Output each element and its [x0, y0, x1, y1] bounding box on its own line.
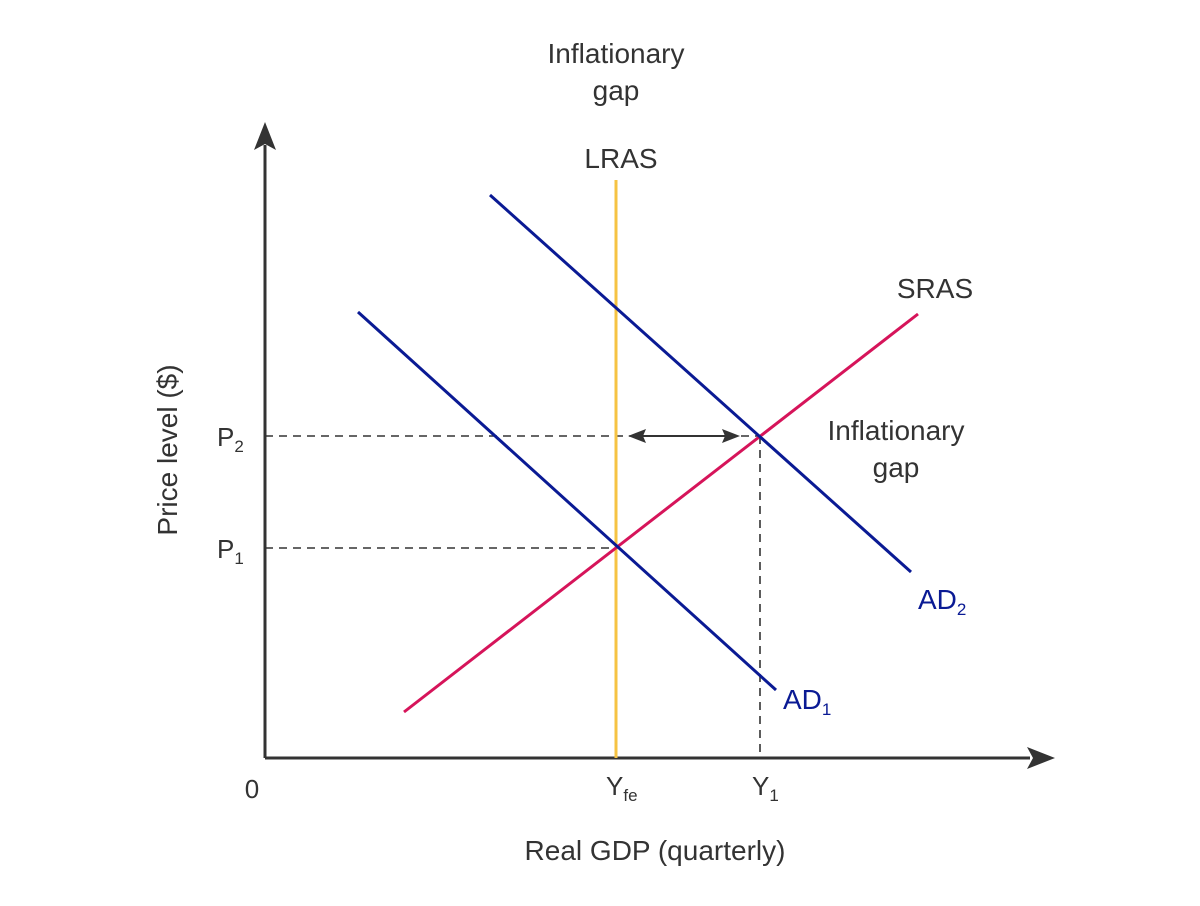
ad2-label: AD2: [918, 584, 966, 619]
ad1-curve: [356, 310, 778, 692]
x-axis-title: Real GDP (quarterly): [525, 835, 786, 866]
axes: [254, 122, 1055, 769]
ad1-label: AD1: [783, 684, 831, 719]
gap-arrowhead-right: [722, 429, 740, 443]
side-gap-label-line1: Inflationary: [828, 415, 965, 446]
curves: [356, 180, 919, 758]
ad2-curve: [488, 193, 913, 574]
x-axis-arrowhead: [1027, 747, 1055, 769]
yfe-tick-label: Yfe: [606, 771, 638, 805]
inflationary-gap-arrow: [628, 429, 740, 443]
y-axis-title: Price level ($): [152, 364, 183, 535]
p2-tick-label: P2: [217, 422, 244, 456]
p1-tick-label: P1: [217, 534, 244, 568]
lras-label: LRAS: [584, 143, 657, 174]
sras-curve: [403, 312, 919, 714]
side-gap-label-line2: gap: [873, 452, 920, 483]
gap-arrowhead-left: [628, 429, 646, 443]
guide-lines: [265, 435, 761, 758]
top-gap-label-line1: Inflationary: [548, 38, 685, 69]
y1-tick-label: Y1: [752, 771, 779, 805]
y-axis-arrowhead: [254, 122, 276, 150]
origin-label: 0: [245, 774, 259, 804]
top-gap-label-line2: gap: [593, 75, 640, 106]
sras-label: SRAS: [897, 273, 973, 304]
